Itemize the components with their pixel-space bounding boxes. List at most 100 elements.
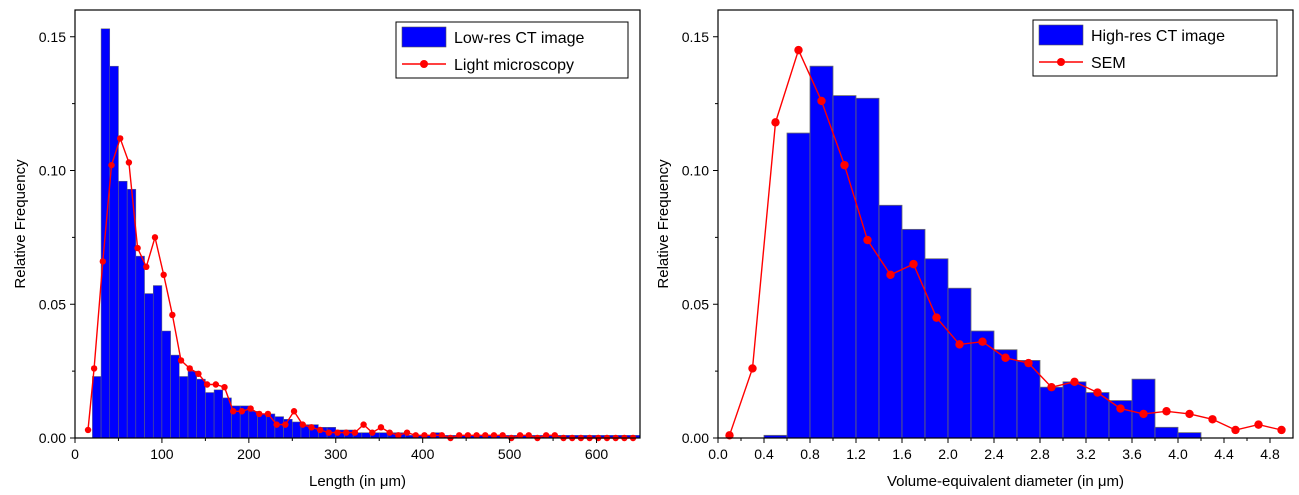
- series-point: [143, 263, 150, 270]
- series-point: [125, 159, 133, 166]
- series-point: [1047, 382, 1056, 392]
- plot-frame: [74, 9, 641, 439]
- series-point: [771, 118, 780, 127]
- legend-bar-swatch: [1038, 24, 1084, 46]
- series-point: [360, 421, 367, 428]
- x-tick-label: 4.8: [1260, 446, 1280, 462]
- x-tick-label: 0.0: [708, 446, 728, 462]
- series-point: [247, 405, 254, 412]
- x-tick-label: 2.0: [938, 446, 958, 462]
- series-point: [186, 365, 193, 372]
- series-point: [1254, 420, 1263, 429]
- series-point: [412, 432, 419, 439]
- series-point: [955, 340, 964, 349]
- series-point: [203, 381, 211, 388]
- series-point: [195, 370, 202, 377]
- bar: [248, 411, 258, 439]
- series-point: [1208, 415, 1217, 424]
- series-point: [377, 424, 385, 431]
- bar: [152, 285, 163, 439]
- x-tick-label: 3.2: [1076, 446, 1096, 462]
- bar: [1177, 432, 1202, 439]
- series-point: [909, 259, 918, 269]
- bar: [855, 97, 880, 439]
- bar: [126, 188, 137, 439]
- series-point: [160, 271, 167, 279]
- series-point: [490, 432, 498, 439]
- bar: [179, 376, 189, 439]
- x-tick-label: 300: [324, 446, 348, 462]
- series-point: [169, 311, 176, 319]
- series-point: [108, 161, 115, 169]
- y-tick-label: 0.15: [682, 29, 709, 45]
- bar: [993, 349, 1018, 439]
- series-point: [238, 408, 246, 415]
- series-point: [1162, 407, 1171, 416]
- series-point: [343, 429, 350, 436]
- series-point: [1231, 425, 1240, 435]
- legend-line-marker: [1057, 58, 1065, 66]
- series-point: [308, 424, 315, 431]
- series-point: [151, 234, 159, 241]
- series-point: [551, 432, 559, 439]
- x-tick-label: 400: [411, 446, 435, 462]
- bar: [1039, 386, 1064, 439]
- series-point: [456, 432, 463, 439]
- y-tick-label: 0.00: [682, 430, 709, 446]
- bar: [1131, 378, 1156, 439]
- bar: [257, 413, 267, 439]
- series-point: [1185, 409, 1194, 419]
- series-point: [334, 429, 341, 436]
- chart-panel-2: 0.0 0.4 0.8 1.2 1.6 2.0 2.4 2.8 3.2 3.6 4.0 4.4 4.8 0…: [655, 9, 1294, 490]
- series-point: [84, 426, 92, 434]
- series-point: [177, 357, 185, 364]
- bar: [144, 293, 154, 439]
- x-tick-label: 1.6: [892, 446, 912, 462]
- legend-bar-swatch: [401, 26, 447, 48]
- legend-bar-label: Low-res CT image: [454, 30, 585, 47]
- series-point: [369, 429, 376, 436]
- y-tick-label: 0.05: [39, 296, 66, 312]
- series-point: [438, 432, 446, 439]
- series-point: [542, 432, 550, 439]
- bar: [205, 392, 215, 439]
- series-point: [386, 429, 393, 436]
- series-point: [90, 365, 98, 372]
- x-tick-label: 600: [585, 446, 609, 462]
- x-tick-label: 4.4: [1214, 446, 1234, 462]
- x-tick-label: 3.6: [1122, 446, 1142, 462]
- series-point: [1070, 377, 1079, 387]
- series-point: [395, 432, 402, 439]
- bar: [135, 255, 145, 439]
- series-point: [316, 426, 324, 434]
- series-point: [1277, 425, 1286, 435]
- series-point: [464, 432, 472, 439]
- bar: [118, 180, 128, 439]
- series-point: [421, 432, 428, 439]
- legend-line-label: Light microscopy: [454, 57, 574, 74]
- bar: [109, 65, 119, 439]
- series-point: [1139, 409, 1148, 419]
- series-point: [282, 421, 289, 428]
- y-tick-label: 0.15: [39, 29, 66, 45]
- x-axis-label: Length (in μm): [309, 473, 406, 490]
- x-tick-label: 100: [150, 446, 174, 462]
- series-point: [230, 408, 237, 415]
- series-point: [351, 429, 359, 436]
- series-point: [886, 270, 895, 280]
- series-point: [403, 429, 411, 436]
- series-point: [817, 96, 826, 106]
- series-point: [473, 432, 480, 439]
- series-point: [482, 432, 489, 439]
- series-point: [299, 421, 306, 428]
- series-point: [429, 432, 437, 439]
- plot-frame: [717, 9, 1294, 439]
- y-axis-label: Relative Frequency: [12, 159, 29, 289]
- y-tick-label: 0.10: [39, 163, 66, 179]
- bar: [1062, 381, 1087, 439]
- series-point: [264, 410, 272, 418]
- bar: [187, 370, 197, 439]
- y-tick-label: 0.05: [682, 296, 709, 312]
- legend: Low-res CT image Light microscopy: [395, 21, 629, 79]
- series-line: [87, 136, 633, 439]
